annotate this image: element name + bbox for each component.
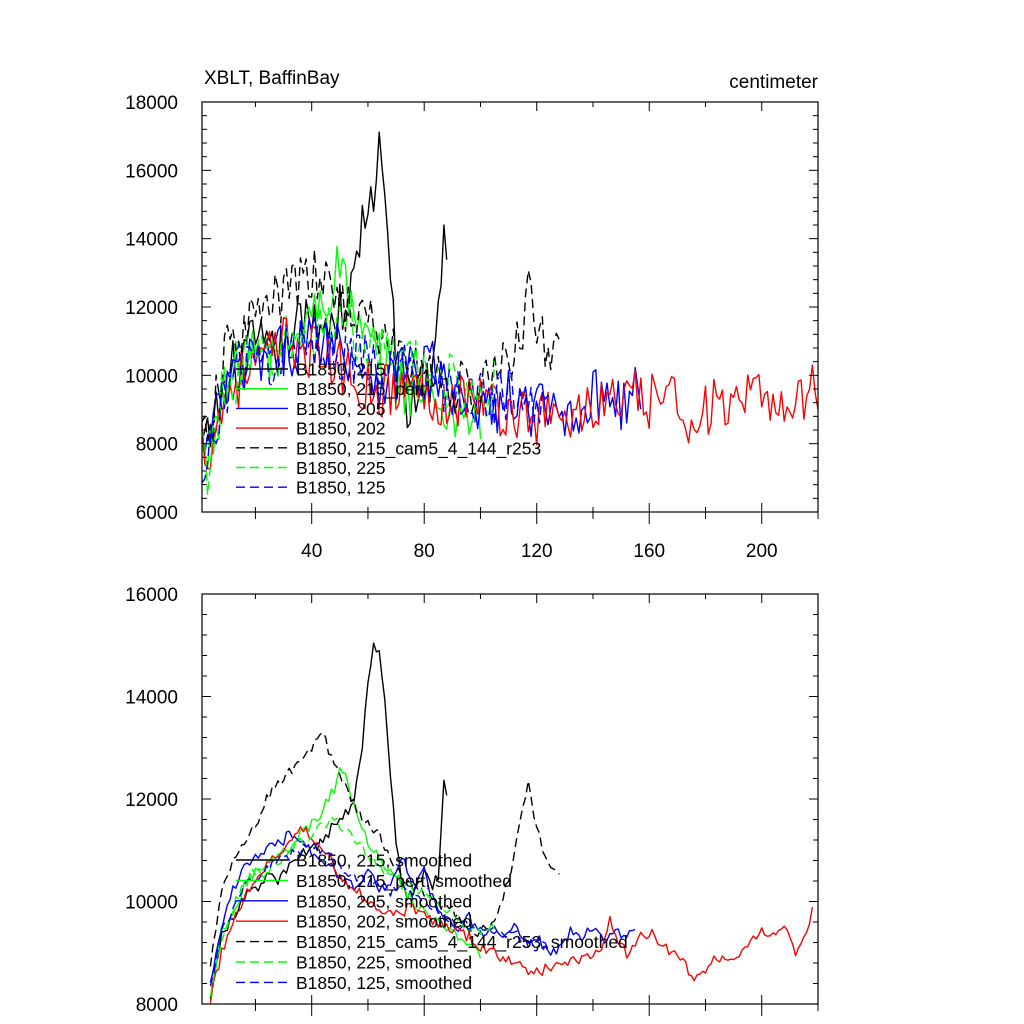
series-line — [201, 298, 496, 496]
series-line — [209, 815, 496, 997]
x-tick-label: 200 — [746, 541, 778, 562]
bottom-panel-series-layer — [209, 642, 814, 1004]
top-panel-units: centimeter — [729, 72, 818, 93]
y-tick-label: 16000 — [125, 585, 178, 606]
y-tick-label: 10000 — [125, 366, 178, 387]
y-tick-label: 10000 — [125, 893, 178, 914]
x-tick-label: 160 — [633, 541, 665, 562]
legend-label: B1850, 215_pert — [296, 379, 426, 400]
x-tick-label: 80 — [414, 541, 435, 562]
y-tick-label: 8000 — [136, 435, 178, 456]
legend-label: B1850, 202 — [296, 419, 386, 439]
series-line — [201, 317, 819, 470]
legend-label: B1850, 215 — [296, 360, 386, 380]
x-tick-label: 40 — [301, 541, 322, 562]
top-panel-series-layer — [201, 131, 819, 496]
legend-label: B1850, 202, smoothed — [296, 912, 472, 932]
legend-label: B1850, 205, smoothed — [296, 891, 472, 911]
legend-label: B1850, 125, smoothed — [296, 973, 472, 993]
x-tick-label: 120 — [521, 541, 553, 562]
top-panel-axes: 6000 8000 10000 12000 14000 16000 18000 40 80 120… — [125, 93, 819, 562]
legend-label: B1850, 225 — [296, 458, 386, 478]
legend-label: B1850, 125 — [296, 478, 386, 498]
legend-label: B1850, 215, smoothed — [296, 851, 472, 871]
bottom-panel-axes: 8000 10000 12000 14000 16000 — [125, 585, 819, 1016]
legend-label: B1850, 215_pert, smoothed — [296, 871, 512, 892]
top-panel: XBLT, BaffinBay centimeter 6000 8000 10000… — [125, 68, 819, 562]
y-tick-label: 18000 — [125, 93, 178, 114]
y-tick-label: 14000 — [125, 230, 178, 251]
series-line — [209, 842, 552, 987]
y-tick-label: 12000 — [125, 298, 178, 319]
legend-label: B1850, 215_cam5_4_144_r253 — [296, 438, 541, 459]
series-line — [209, 830, 636, 983]
y-tick-label: 8000 — [136, 995, 178, 1016]
series-line — [209, 767, 482, 1004]
series-line — [209, 731, 560, 967]
bottom-panel: 8000 10000 12000 14000 16000 B1850, 215, smo… — [125, 585, 819, 1016]
legend-label: B1850, 225, smoothed — [296, 953, 472, 973]
legend-label: B1850, 205 — [296, 399, 386, 419]
y-tick-label: 16000 — [125, 161, 178, 182]
y-tick-label: 6000 — [136, 503, 178, 524]
y-tick-label: 12000 — [125, 790, 178, 811]
legend-label: B1850, 215_cam5_4_144_r253, smoothed — [296, 932, 628, 953]
series-line — [201, 131, 448, 448]
series-line — [201, 316, 642, 455]
top-panel-title: XBLT, BaffinBay — [204, 68, 340, 89]
y-tick-label: 14000 — [125, 688, 178, 709]
